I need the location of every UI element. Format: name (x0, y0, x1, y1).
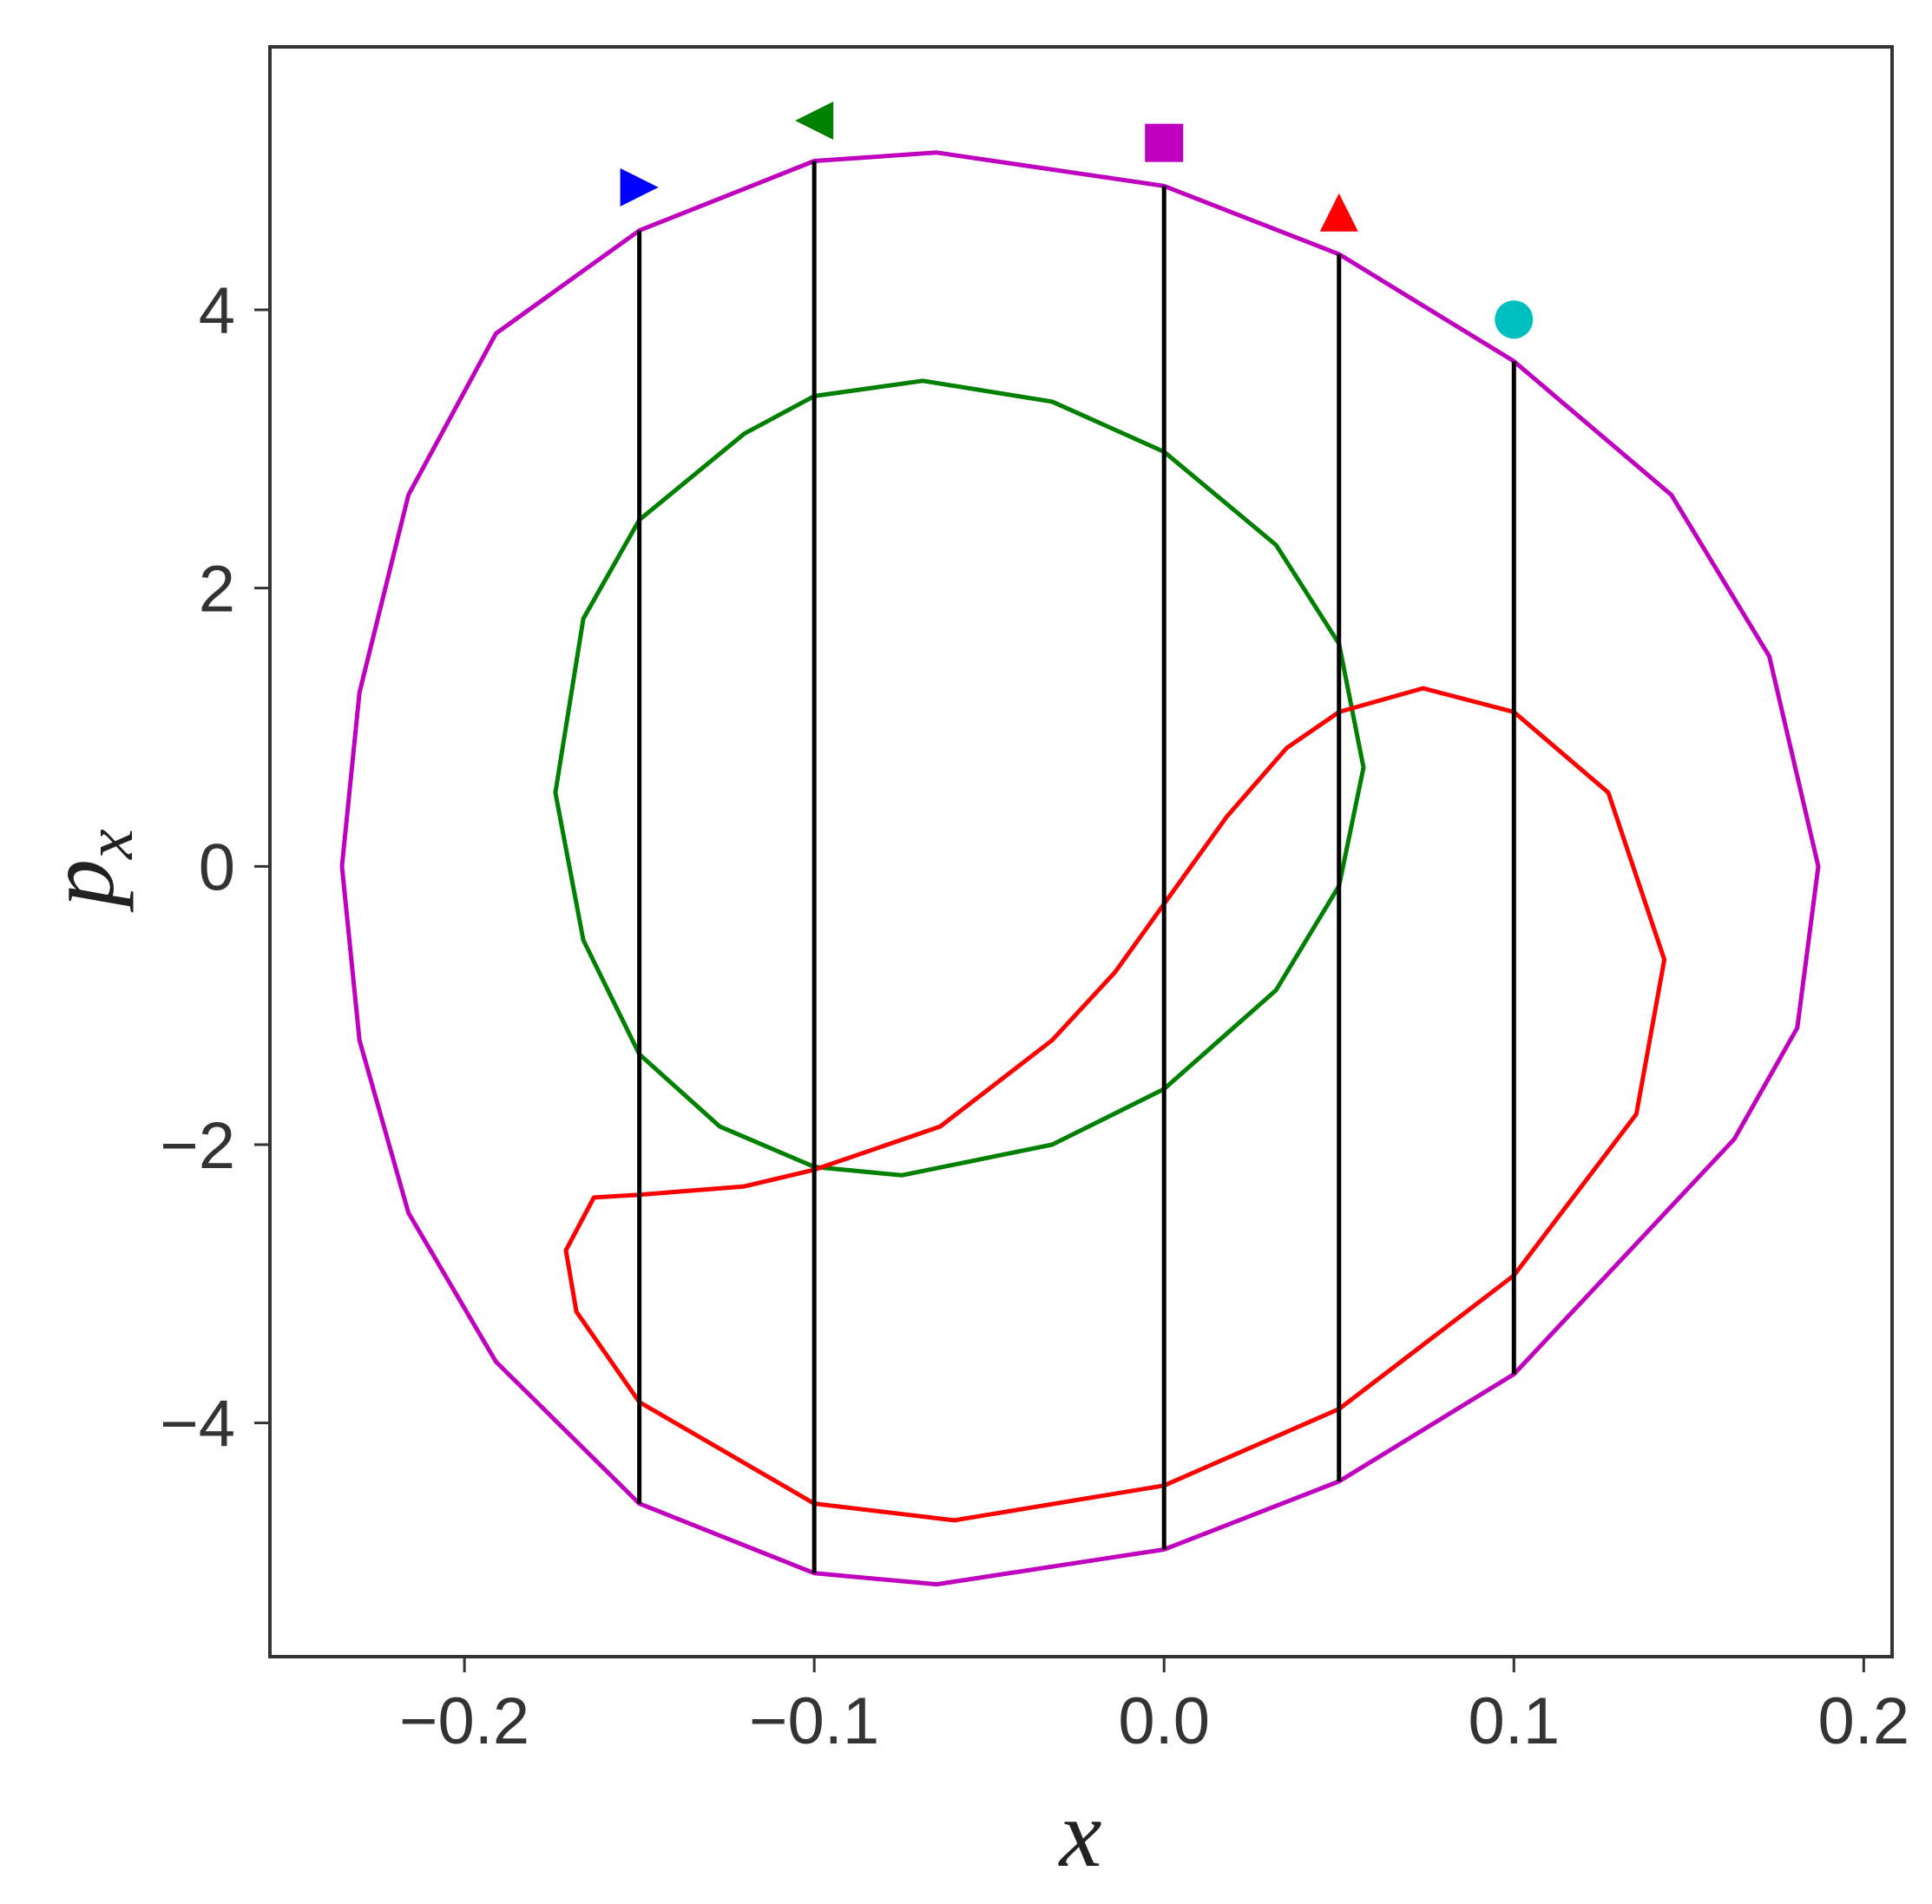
curve (563, 686, 1667, 1523)
y-tick-label: −2 (160, 1109, 235, 1183)
marker (1495, 300, 1534, 339)
x-tick-label: 0.0 (1118, 1684, 1210, 1758)
y-tick-label: −4 (160, 1388, 235, 1461)
y-tick-label: 0 (199, 831, 235, 904)
y-tick-label: 4 (199, 274, 235, 348)
y-axis-label-base: p (28, 859, 134, 913)
marker (1319, 193, 1358, 232)
marker (1145, 123, 1184, 162)
curve (553, 378, 1366, 1178)
marker (795, 101, 834, 140)
marker (620, 167, 659, 207)
x-tick-label: −0.2 (399, 1684, 529, 1758)
y-tick-label: 2 (199, 553, 235, 627)
curve (339, 150, 1821, 1587)
x-tick-label: −0.1 (749, 1684, 879, 1758)
x-tick-label: 0.2 (1818, 1684, 1910, 1758)
y-axis-label-sub: x (71, 829, 147, 860)
x-tick-label: 0.1 (1468, 1684, 1560, 1758)
x-axis-label: x (1058, 1781, 1102, 1887)
plot-frame (268, 45, 1894, 1658)
y-axis-label: px (28, 829, 147, 913)
